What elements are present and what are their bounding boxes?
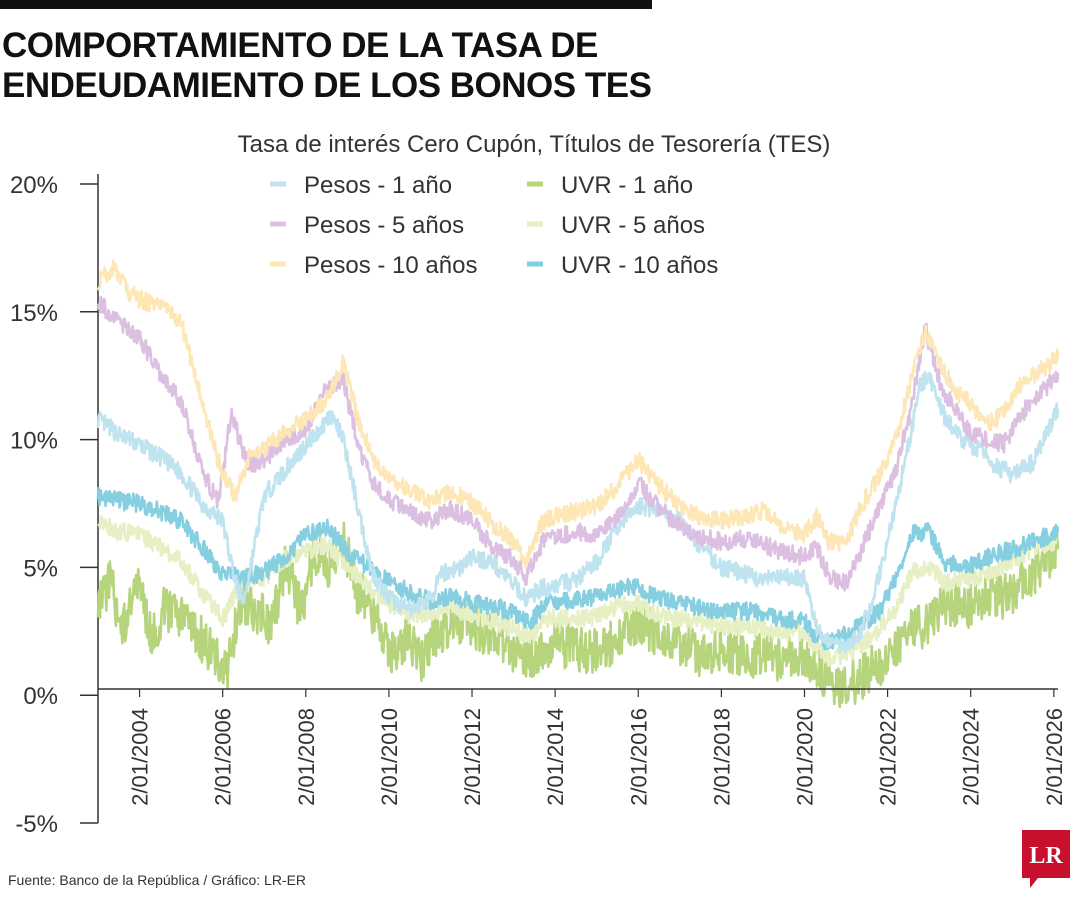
legend-label: UVR - 5 años [561,212,705,239]
legend-label: Pesos - 1 año [304,172,452,199]
legend: Pesos - 1 año Pesos - 5 años Pesos - 10 añ… [270,172,718,279]
series-line-5 [96,486,1060,651]
series-line-1 [96,295,1060,592]
chart-title: COMPORTAMIENTO DE LA TASA DE ENDEUDAMIEN… [2,26,762,106]
series-line-3 [96,521,1060,709]
x-tick-label: 2/01/2026 [1042,708,1067,806]
y-tick-label: 10% [10,428,58,455]
logo-text: LR [1029,843,1063,869]
x-tick-label: 2/01/2024 [959,708,984,806]
source-note: Fuente: Banco de la República / Gráfico:… [8,872,307,888]
y-tick-label: -5% [15,811,58,838]
y-tick-label: 20% [10,172,58,199]
series-group [96,259,1060,709]
y-tick-label: 15% [10,300,58,327]
x-tick-label: 2/01/2008 [294,708,319,806]
x-tick-label: 2/01/2022 [876,708,901,806]
top-rule [0,0,652,9]
series-line-0 [96,370,1060,654]
x-tick-label: 2/01/2018 [709,708,734,806]
title-line-1: COMPORTAMIENTO DE LA TASA DE [2,26,598,65]
x-tick-label: 2/01/2014 [543,708,568,806]
y-tick-label: 0% [23,683,58,710]
y-axis-ticks: 20% 15% 10% 5% 0% -5% [10,172,98,838]
x-tick-label: 2/01/2010 [377,708,402,806]
series-line-2 [96,259,1060,568]
chart-subtitle: Tasa de interés Cero Cupón, Títulos de T… [238,131,831,158]
legend-label: UVR - 1 año [561,172,693,199]
legend-label: Pesos - 10 años [304,252,477,279]
x-tick-label: 2/01/2012 [460,708,485,806]
y-tick-label: 5% [23,555,58,582]
x-axis-ticks: 2/01/2004 2/01/2006 2/01/2008 2/01/2010 2/01… [128,689,1067,806]
x-tick-label: 2/01/2006 [211,708,236,806]
legend-label: Pesos - 5 años [304,212,464,239]
x-tick-label: 2/01/2004 [128,708,153,806]
x-tick-label: 2/01/2020 [792,708,817,806]
title-line-2: ENDEUDAMIENTO DE LOS BONOS TES [2,66,652,105]
lr-logo: LR [1022,830,1070,888]
legend-label: UVR - 10 años [561,252,718,279]
x-tick-label: 2/01/2016 [626,708,651,806]
